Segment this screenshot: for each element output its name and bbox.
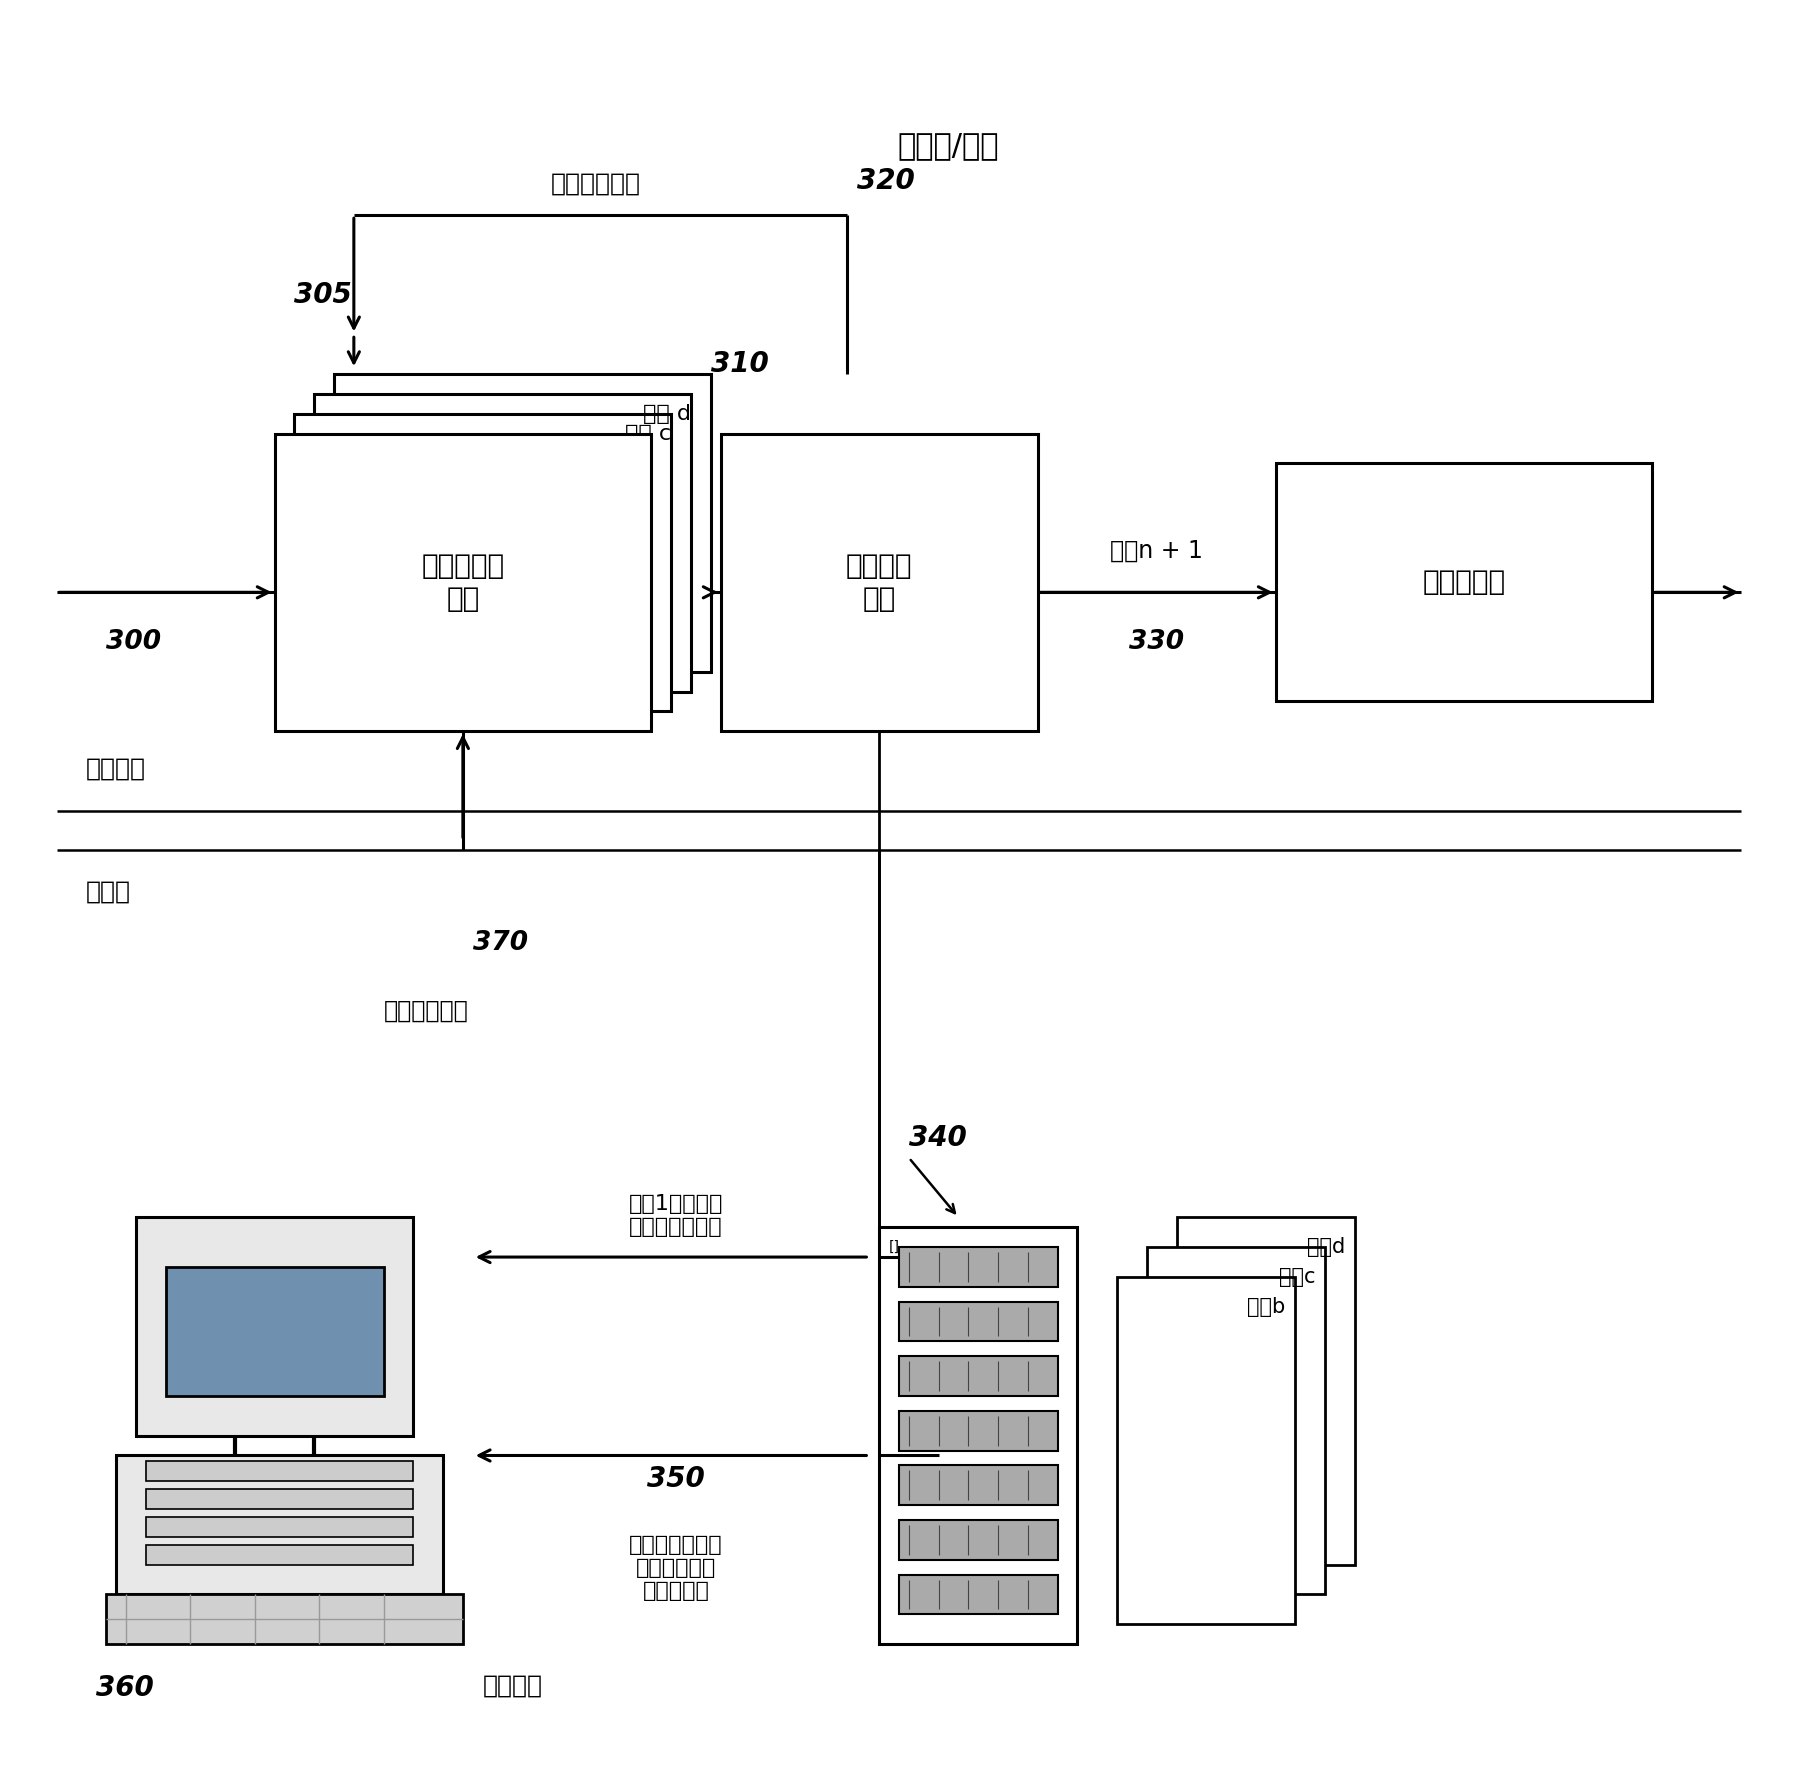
Text: 下一个操作: 下一个操作 [1422,568,1505,596]
Bar [899,1248,1057,1287]
Text: 产品移动: 产品移动 [86,758,146,781]
Bar [146,1517,414,1536]
Text: 320: 320 [858,168,915,195]
Bar [146,1489,414,1510]
Text: 360: 360 [95,1674,155,1701]
Bar [1117,1276,1296,1625]
Bar [1176,1218,1356,1565]
Text: 临界尺寸
度量: 临界尺寸 度量 [845,552,912,612]
Bar [899,1411,1057,1451]
Bar [165,1267,383,1397]
Text: 330: 330 [1129,628,1185,655]
Bar [334,373,710,671]
Text: 数据流: 数据流 [86,880,131,904]
Bar [106,1595,462,1644]
Text: 310: 310 [710,350,768,379]
Text: 工具 d: 工具 d [644,404,690,423]
Bar [146,1462,414,1481]
Text: 工具c: 工具c [1278,1267,1316,1287]
Bar [721,434,1037,731]
Bar [899,1575,1057,1614]
Text: 工具 c: 工具 c [626,423,671,444]
Bar [899,1466,1057,1504]
Bar [1147,1248,1325,1595]
Text: 运行1使用来自
其他数据的数据: 运行1使用来自 其他数据的数据 [629,1195,723,1237]
Bar [899,1520,1057,1559]
Bar [879,1227,1077,1644]
Bar [275,434,651,731]
Text: 反馈计算: 反馈计算 [482,1674,543,1697]
Text: 以后的运行使用
来自产品其他
运行的数据: 以后的运行使用 来自产品其他 运行的数据 [629,1535,723,1602]
Bar [315,395,690,692]
Text: 350: 350 [647,1466,705,1494]
Text: 曙光剂量设置: 曙光剂量设置 [383,998,467,1023]
Text: 工具 b: 工具 b [602,444,651,464]
Bar [117,1455,442,1595]
Text: 340: 340 [910,1124,967,1152]
Bar [295,414,671,712]
Text: 305: 305 [295,281,352,308]
Bar [146,1545,414,1565]
Text: 370: 370 [473,929,529,956]
Bar [137,1218,414,1435]
Bar [899,1301,1057,1342]
Text: 新产品/母版: 新产品/母版 [897,131,1000,161]
Text: 分步光刻机
工具: 分步光刻机 工具 [421,552,505,612]
Text: 工具d: 工具d [1307,1237,1345,1257]
Bar [899,1356,1057,1397]
Text: 运行n + 1: 运行n + 1 [1111,538,1203,563]
Text: 工具b: 工具b [1248,1297,1286,1317]
Text: 300: 300 [106,628,162,655]
Text: 返工第一运行: 返工第一运行 [552,172,642,195]
Bar [1275,464,1652,701]
Text: []: [] [888,1241,901,1255]
